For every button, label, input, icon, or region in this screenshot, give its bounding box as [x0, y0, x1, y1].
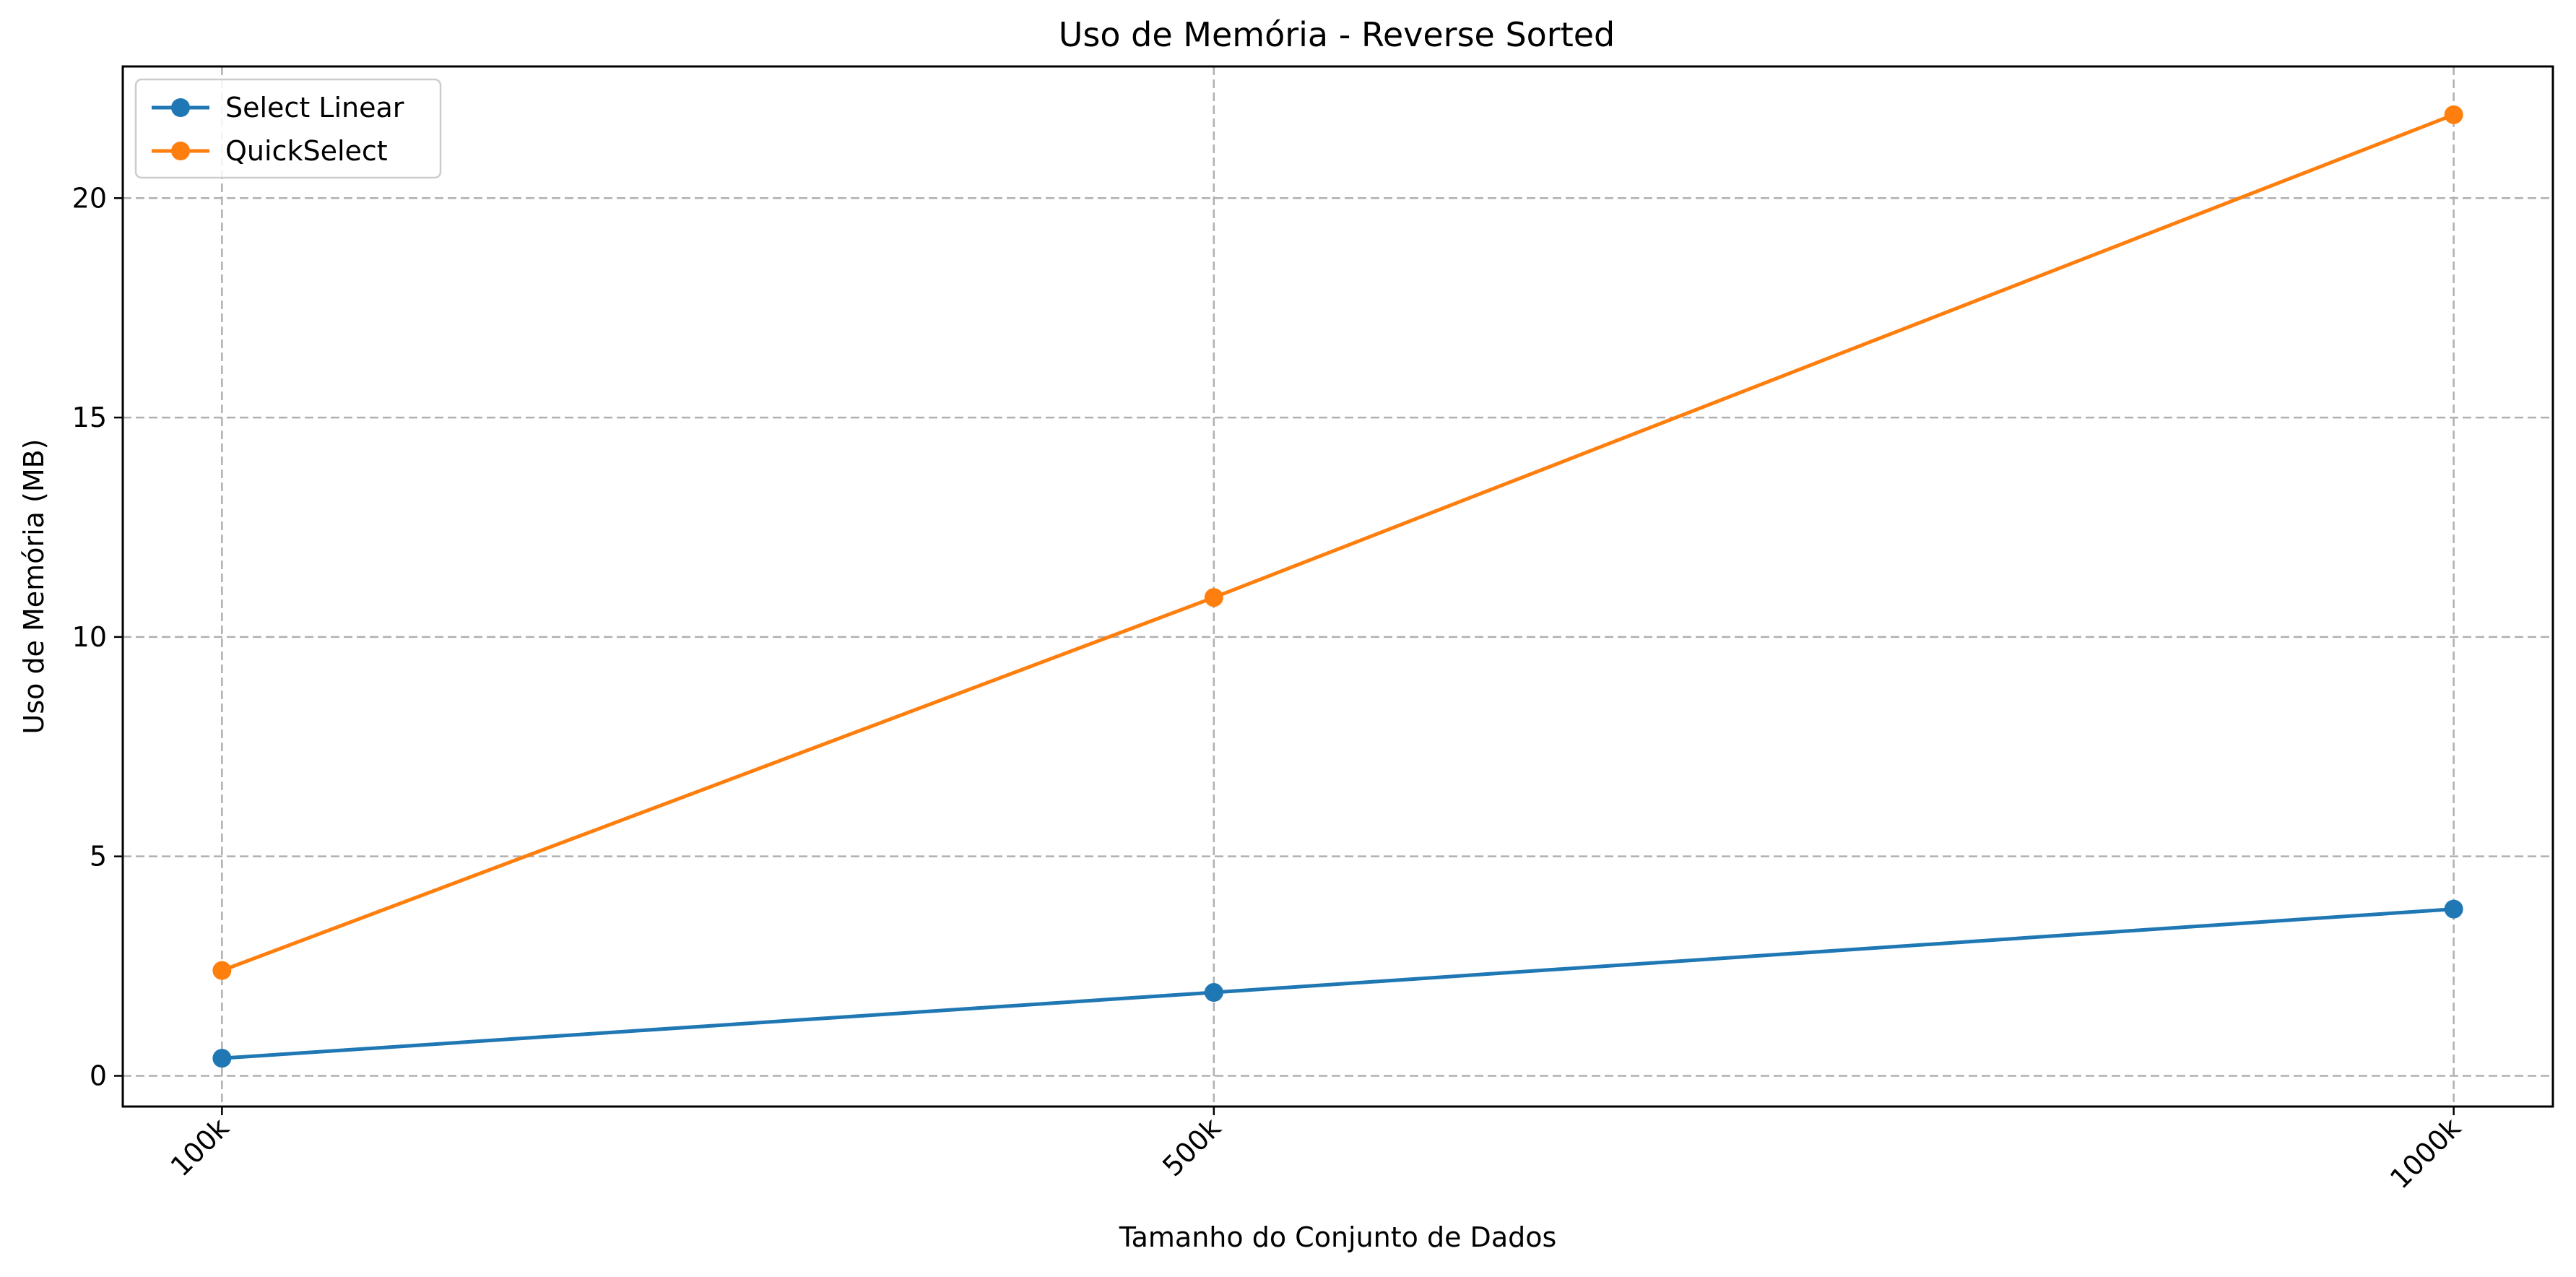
legend-item: Select Linear	[152, 92, 404, 124]
legend-label: Select Linear	[225, 92, 404, 124]
legend-marker	[171, 142, 190, 160]
legend-label: QuickSelect	[225, 135, 388, 167]
plot-frame	[121, 65, 2554, 1108]
series-layer	[212, 105, 2463, 1068]
legend-box	[134, 78, 442, 179]
y-tick-label: 20	[72, 182, 107, 214]
chart-title: Uso de Memória - Reverse Sorted	[1059, 15, 1616, 54]
y-axis-label: Uso de Memória (MB)	[18, 438, 50, 734]
legend: Select Linear QuickSelect	[134, 78, 442, 179]
x-axis-label: Tamanho do Conjunto de Dados	[1119, 1221, 1557, 1253]
data-point	[1204, 588, 1223, 607]
y-tick-label: 0	[90, 1060, 107, 1091]
data-point	[212, 1049, 232, 1068]
legend-marker	[171, 98, 190, 117]
data-point	[1204, 983, 1223, 1003]
y-tick-label: 5	[90, 841, 107, 873]
y-tick-label: 15	[72, 402, 107, 433]
data-point	[2444, 105, 2463, 124]
y-axis: 0 5 10 15 20	[72, 182, 123, 1091]
data-point	[2444, 899, 2463, 919]
data-point	[212, 961, 232, 980]
y-tick-label: 10	[72, 621, 107, 653]
series-select-linear	[212, 899, 2463, 1068]
legend-item: QuickSelect	[152, 135, 388, 167]
series-quickselect	[212, 105, 2463, 980]
